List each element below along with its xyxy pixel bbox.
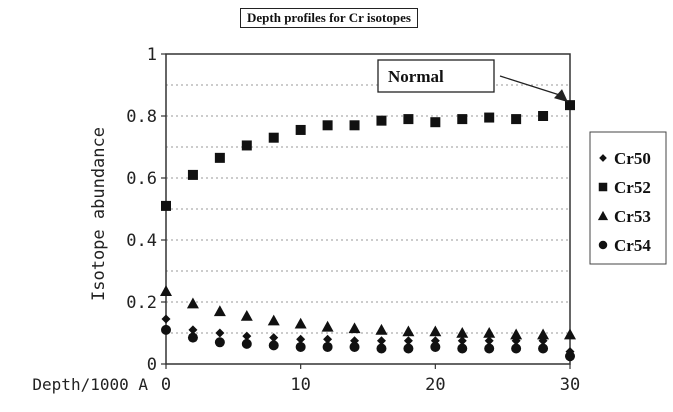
point-cr50 — [242, 331, 252, 341]
point-cr54 — [565, 351, 575, 362]
point-cr54 — [430, 341, 441, 352]
point-cr52 — [241, 140, 252, 151]
point-cr54 — [484, 343, 495, 354]
x-tick-label: 0 — [161, 375, 171, 395]
point-cr50 — [296, 334, 306, 344]
legend-label-cr50: Cr50 — [614, 149, 651, 168]
y-axis-label: Isotope abundance — [89, 127, 109, 301]
point-cr54 — [457, 343, 468, 354]
point-cr50 — [323, 334, 333, 344]
point-cr52 — [565, 100, 575, 111]
point-cr54 — [268, 340, 279, 351]
point-cr54 — [376, 343, 387, 354]
point-cr52 — [538, 111, 549, 121]
x-tick-label: 10 — [290, 375, 310, 395]
point-cr53 — [375, 323, 388, 335]
y-tick-label: 0.4 — [126, 231, 157, 251]
point-cr54 — [214, 337, 225, 348]
point-cr53 — [321, 320, 334, 332]
y-tick-label: 0 — [147, 355, 157, 375]
point-cr53 — [294, 317, 307, 329]
point-cr53 — [429, 325, 442, 337]
point-cr54 — [403, 343, 414, 354]
point-cr53 — [348, 322, 361, 334]
series-cr52 — [161, 100, 575, 211]
point-cr53 — [240, 309, 253, 321]
point-cr53 — [510, 328, 523, 340]
point-cr50 — [484, 336, 494, 346]
x-axis-label: Depth/1000 A — [32, 375, 148, 394]
point-cr50 — [457, 336, 467, 346]
legend-marker-cr50 — [599, 154, 607, 162]
legend-marker-cr53 — [597, 210, 609, 221]
y-tick-label: 0.2 — [126, 293, 157, 313]
point-cr50 — [269, 333, 279, 343]
point-cr50 — [376, 336, 386, 346]
point-cr53 — [213, 305, 226, 317]
point-cr53 — [564, 328, 576, 340]
point-cr52 — [457, 114, 468, 125]
point-cr54 — [511, 343, 522, 354]
point-cr52 — [511, 114, 522, 125]
x-tick-label: 30 — [560, 375, 580, 395]
point-cr53 — [537, 328, 550, 340]
point-cr50 — [215, 328, 225, 338]
point-cr50 — [161, 314, 171, 324]
annotation-box — [377, 59, 495, 93]
point-cr52 — [403, 114, 414, 125]
point-cr54 — [161, 324, 171, 335]
point-cr53 — [402, 325, 415, 337]
point-cr52 — [268, 132, 279, 143]
series-cr53 — [160, 285, 576, 340]
y-tick-label: 0.8 — [126, 107, 157, 127]
point-cr53 — [456, 327, 469, 338]
point-cr53 — [186, 297, 199, 309]
point-cr53 — [483, 327, 496, 338]
point-cr52 — [430, 117, 441, 128]
point-cr53 — [267, 314, 280, 326]
point-cr54 — [295, 341, 306, 352]
legend-label-cr53: Cr53 — [614, 207, 651, 226]
legend-marker-cr52 — [598, 182, 608, 192]
point-cr52 — [484, 112, 495, 123]
series-cr54 — [161, 324, 575, 362]
point-cr54 — [538, 343, 549, 354]
annotation-text: Normal — [388, 67, 444, 86]
point-cr54 — [322, 341, 333, 352]
point-cr53 — [160, 285, 172, 296]
legend-label-cr54: Cr54 — [614, 236, 651, 255]
point-cr52 — [349, 120, 360, 131]
y-tick-label: 0.6 — [126, 169, 157, 189]
point-cr52 — [295, 124, 306, 135]
point-cr50 — [188, 325, 198, 335]
y-tick-label: 1 — [147, 45, 157, 65]
point-cr54 — [187, 332, 198, 343]
point-cr50 — [403, 336, 413, 346]
legend-marker-cr54 — [598, 240, 608, 250]
x-tick-label: 20 — [425, 375, 445, 395]
point-cr52 — [187, 169, 198, 180]
annotation-arrowhead — [554, 89, 568, 103]
legend: Cr50 Cr52 Cr53 Cr54 — [589, 131, 667, 265]
annotation-arrow — [499, 75, 561, 96]
point-cr52 — [376, 115, 387, 126]
point-cr52 — [214, 152, 225, 163]
legend-label-cr52: Cr52 — [614, 178, 651, 197]
point-cr52 — [161, 200, 171, 211]
point-cr54 — [349, 341, 360, 352]
series-cr50 — [161, 314, 575, 357]
point-cr54 — [241, 338, 252, 349]
point-cr52 — [322, 120, 333, 131]
chart-title: Depth profiles for Cr isotopes — [240, 8, 418, 28]
